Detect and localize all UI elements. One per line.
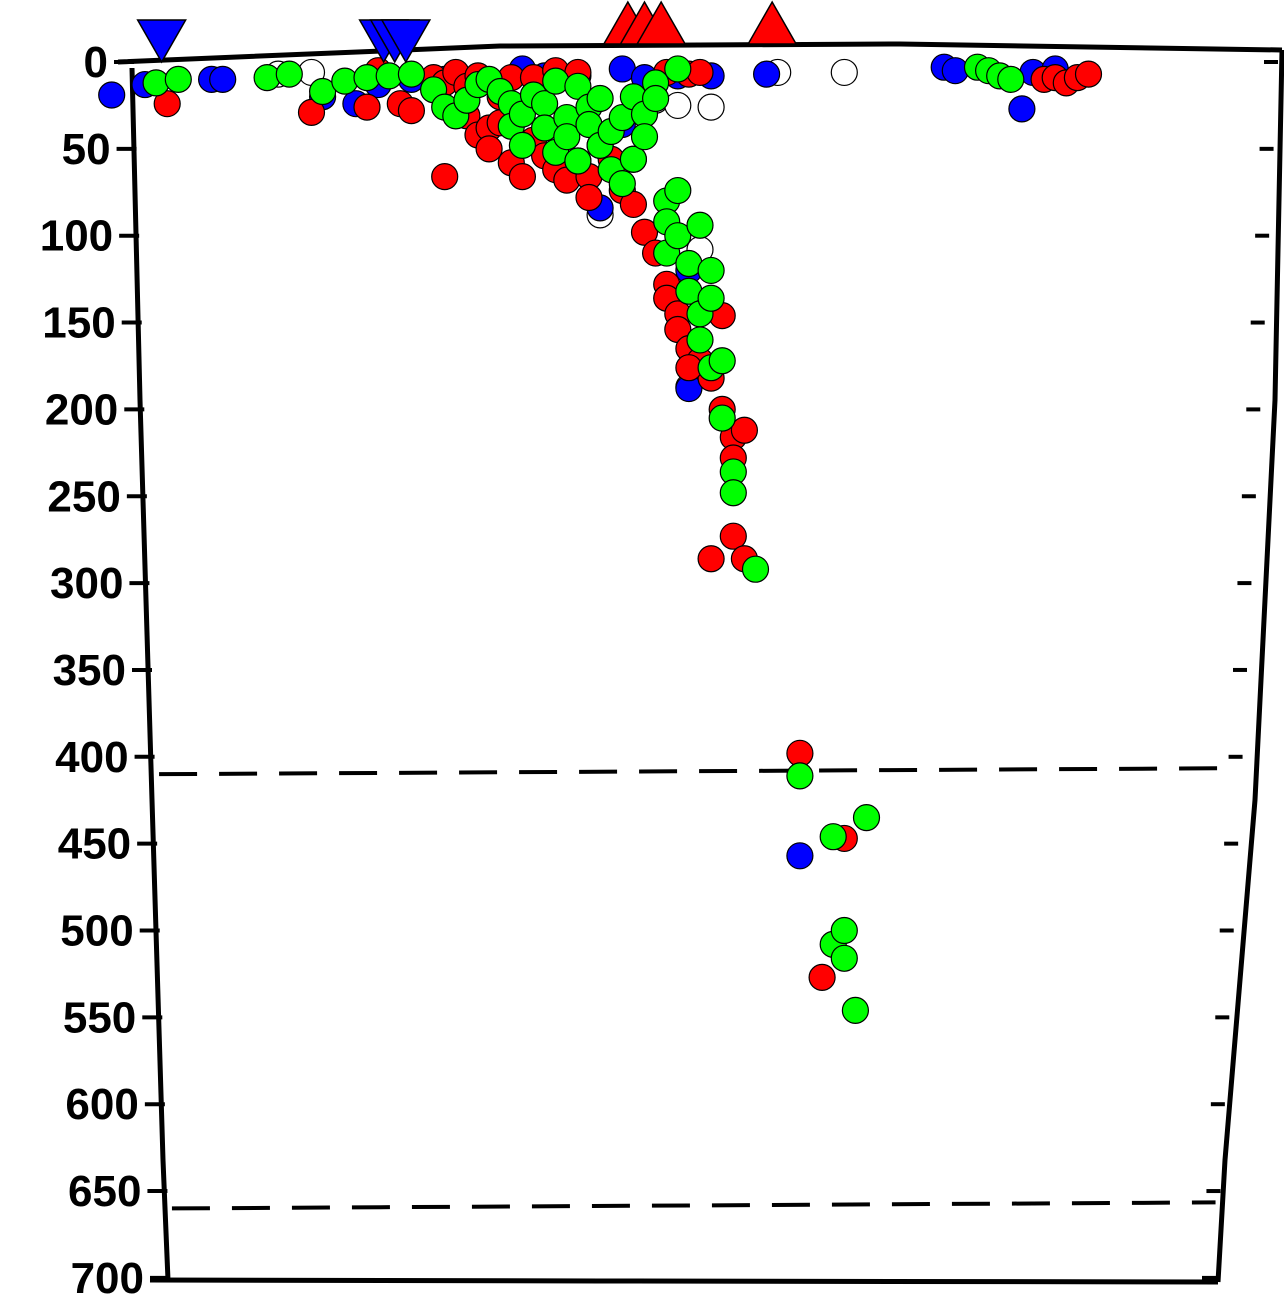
data-point — [542, 67, 570, 95]
data-point — [397, 97, 425, 125]
data-point — [708, 347, 736, 375]
y-tick-label: 450 — [58, 820, 131, 869]
y-tick-label: 100 — [40, 212, 113, 261]
data-point — [508, 163, 537, 191]
data-point — [841, 996, 870, 1025]
y-tick-label: 300 — [50, 559, 123, 608]
y-tick-label: 250 — [47, 472, 120, 521]
data-point — [553, 123, 581, 151]
data-points — [98, 53, 1103, 1025]
data-point — [697, 93, 725, 121]
data-point — [686, 326, 714, 354]
data-point — [697, 256, 725, 285]
surface-markers — [136, 0, 798, 64]
data-point — [431, 163, 459, 191]
data-point — [664, 176, 692, 205]
data-point — [664, 222, 692, 250]
data-point — [830, 916, 858, 945]
y-tick-label: 150 — [42, 299, 115, 348]
data-point — [830, 944, 858, 972]
data-point — [741, 555, 770, 583]
data-point — [530, 90, 559, 118]
data-point — [275, 60, 303, 88]
data-point — [664, 55, 692, 83]
data-point — [786, 842, 814, 870]
data-point — [852, 803, 881, 832]
left-axis-line — [129, 67, 171, 1281]
data-point — [719, 479, 747, 507]
data-point — [619, 145, 648, 173]
y-tick-label: 500 — [60, 907, 133, 956]
data-point — [209, 65, 237, 93]
y-tick-label: 650 — [68, 1167, 141, 1216]
data-point — [309, 77, 337, 106]
data-point — [830, 58, 858, 87]
y-tick-label: 600 — [65, 1080, 138, 1129]
data-point — [697, 284, 725, 312]
y-tick-label: 400 — [55, 733, 128, 782]
data-point — [697, 545, 725, 573]
data-point — [686, 211, 714, 239]
station-triangle-marker — [380, 19, 432, 64]
data-point — [608, 169, 636, 198]
volcano-triangle-marker — [746, 0, 798, 45]
tick-labels: 0 50 100 150 200 250 300 350 400 450 500 550 600 650 7… — [40, 38, 144, 1303]
top-axis-line — [117, 41, 1283, 65]
y-tick-label: 0 — [84, 38, 108, 87]
right-axis-line — [1215, 49, 1284, 1283]
data-point — [586, 84, 614, 113]
data-point — [1074, 60, 1103, 88]
data-point — [730, 416, 759, 444]
data-point — [719, 522, 747, 550]
y-tick-label: 200 — [45, 385, 118, 434]
data-point — [98, 81, 126, 109]
y-tick-label: 700 — [71, 1254, 144, 1303]
data-point — [808, 963, 836, 991]
reference-lines — [159, 766, 1238, 1211]
data-point — [564, 147, 592, 175]
data-point — [708, 404, 736, 432]
data-point — [508, 131, 537, 159]
reference-line — [171, 1200, 1216, 1211]
data-point — [641, 84, 670, 113]
y-tick-label: 550 — [63, 993, 136, 1042]
data-point — [397, 60, 425, 88]
data-point — [164, 65, 192, 93]
data-point — [1008, 95, 1036, 123]
station-triangle-marker — [136, 19, 187, 64]
data-point — [575, 183, 603, 212]
y-tick-label: 350 — [53, 646, 126, 695]
data-point — [630, 123, 659, 151]
data-point — [353, 93, 381, 121]
reference-line — [159, 766, 1238, 777]
volcano-triangle-marker — [635, 0, 687, 45]
chart-axes — [114, 41, 1284, 1285]
bottom-axis-line — [149, 1277, 1219, 1285]
data-point — [475, 135, 503, 163]
y-tick-label: 50 — [62, 125, 111, 174]
data-point — [786, 762, 814, 790]
data-point — [997, 65, 1025, 93]
data-point — [819, 823, 847, 851]
data-point — [752, 60, 781, 88]
